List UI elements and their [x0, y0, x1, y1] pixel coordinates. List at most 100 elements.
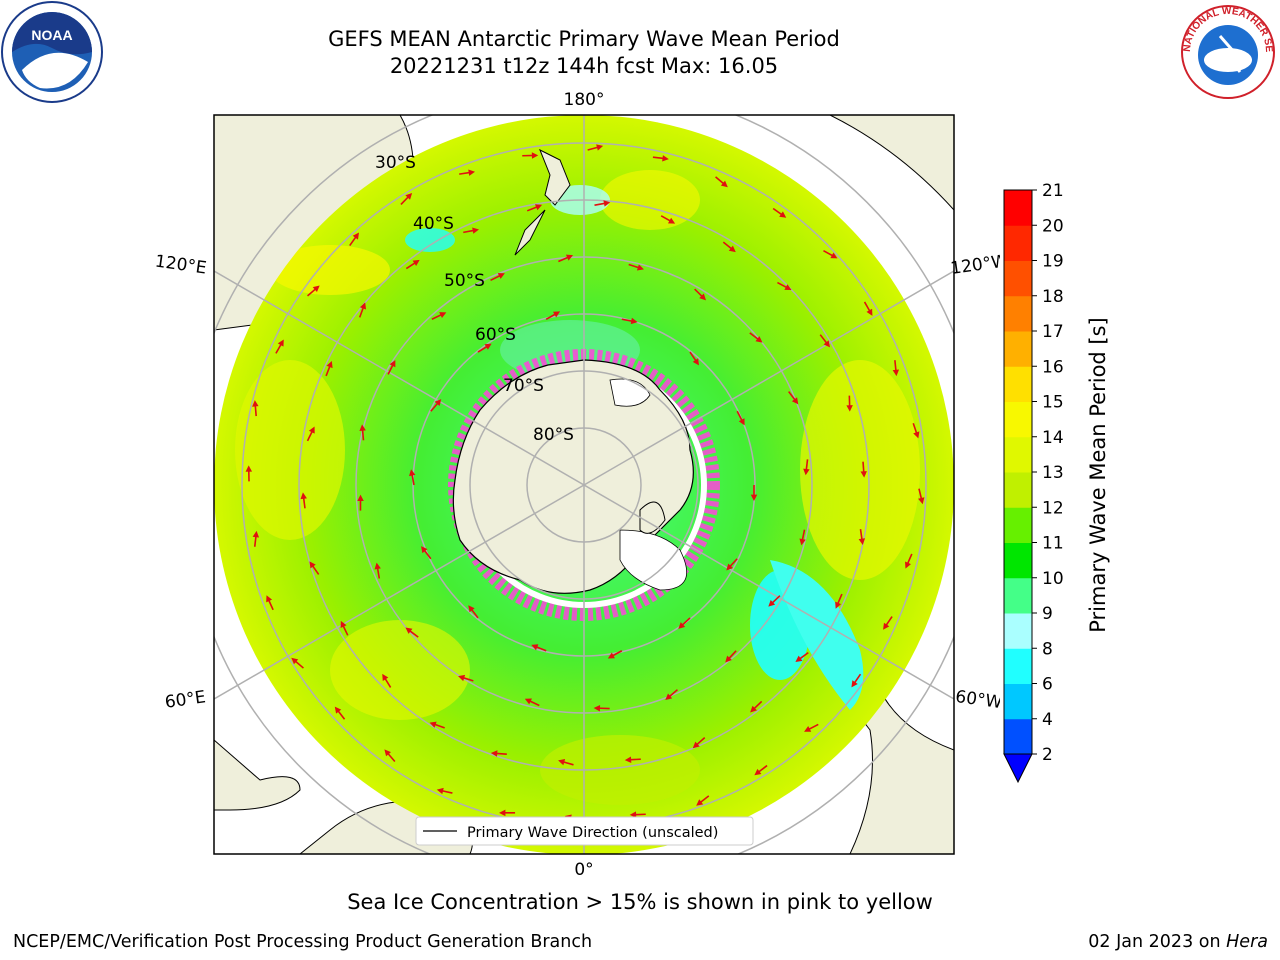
- wave-arrow: [306, 285, 320, 297]
- colorbar-segment: [1004, 436, 1032, 473]
- map-title: GEFS MEAN Antarctic Primary Wave Mean Pe…: [328, 27, 840, 51]
- legend-label: Primary Wave Direction (unscaled): [467, 825, 718, 841]
- wave-arrow: [804, 723, 819, 732]
- nws-logo: NATIONAL WEATHER SERVICE: [1176, 0, 1275, 99]
- wave-arrow: [382, 673, 392, 688]
- lat-label-60s: 60°S: [475, 325, 516, 345]
- wave-arrow: [275, 339, 284, 354]
- colorbar-tick-label: 4: [1042, 710, 1053, 730]
- lat-label-50s: 50°S: [444, 271, 485, 291]
- wave-arrow: [245, 465, 253, 482]
- wave-arrow: [754, 764, 768, 776]
- wave-arrow: [777, 281, 792, 291]
- wave-arrow: [459, 169, 476, 176]
- colorbar-tick-label: 2: [1042, 745, 1053, 765]
- wave-arrow: [736, 410, 745, 426]
- wave-arrow: [768, 595, 781, 607]
- wave-arrow: [524, 698, 540, 707]
- colorbar-segment: [1004, 542, 1032, 579]
- wave-arrow: [689, 351, 699, 366]
- wave-arrow: [799, 529, 806, 546]
- wave-arrow: [696, 795, 710, 806]
- colorbar-tick-label: 8: [1042, 639, 1053, 659]
- colorbar-tick-label: 9: [1042, 604, 1053, 624]
- wave-arrow: [905, 553, 913, 569]
- wave-arrow: [835, 593, 843, 609]
- wave-arrow: [400, 192, 413, 205]
- wave-arrow: [823, 250, 838, 259]
- colorbar-segment: [1004, 225, 1032, 261]
- wave-arrow: [291, 657, 304, 669]
- wave-arrow: [678, 617, 691, 629]
- colorbar-tick-label: 19: [1042, 252, 1064, 272]
- wave-arrow: [593, 704, 610, 712]
- colorbar-label-box: Primary Wave Mean Period [s]: [1078, 195, 1118, 755]
- lon-label-0: 0°: [574, 860, 593, 880]
- colorbar-extend-arrow: [1003, 753, 1033, 784]
- wave-arrow: [750, 485, 758, 501]
- sea-ice-note: Sea Ice Concentration > 15% is shown in …: [347, 890, 933, 914]
- wave-arrow: [477, 343, 492, 353]
- colorbar-segment: [1004, 613, 1032, 649]
- wave-arrow: [892, 360, 900, 377]
- wave-arrow: [665, 689, 678, 701]
- wave-arrow: [359, 424, 366, 441]
- wave-arrow: [629, 811, 646, 818]
- polar-map: Primary Wave Direction (unscaled) 180° 0…: [154, 90, 1000, 880]
- wave-arrow: [526, 204, 543, 212]
- colorbar-segment: [1004, 507, 1032, 543]
- wave-arrow: [340, 620, 349, 636]
- wave-arrow: [851, 673, 862, 688]
- wave-arrow: [558, 759, 574, 766]
- wave-arrow: [725, 650, 737, 663]
- wave-arrow: [357, 494, 364, 511]
- wave-arrow: [468, 605, 479, 619]
- wave-arrow: [436, 787, 453, 795]
- colorbar-segment: [1004, 260, 1032, 297]
- wave-arrow: [722, 241, 736, 253]
- wave-arrow: [405, 627, 419, 638]
- colorbar-tick-label: 15: [1042, 393, 1064, 413]
- wave-arrow: [334, 706, 346, 720]
- lon-label-120e: 120°E: [154, 252, 208, 279]
- wave-arrow: [624, 756, 641, 763]
- wave-arrow: [409, 469, 416, 486]
- wave-arrow: [430, 399, 442, 412]
- wave-arrow: [863, 301, 873, 316]
- wave-arrow: [374, 562, 381, 579]
- antarctic-peninsula: [639, 501, 666, 534]
- wave-arrow: [652, 155, 669, 162]
- noaa-logo: NOAA: [1, 1, 103, 103]
- colorbar-segment: [1004, 683, 1032, 720]
- wave-arrow: [715, 176, 728, 188]
- colorbar-segment: [1004, 648, 1032, 684]
- colorbar-tick-label: 6: [1042, 675, 1053, 695]
- wave-arrow: [621, 317, 638, 325]
- wave-arrow: [490, 273, 505, 282]
- wave-arrow: [499, 809, 516, 817]
- lat-labels: 30°S 40°S 50°S 60°S 70°S 80°S: [375, 153, 574, 445]
- colorbar-tick-label: 10: [1042, 569, 1064, 589]
- wave-arrow: [405, 259, 420, 270]
- wave-arrow: [306, 426, 315, 442]
- map-frame: [213, 114, 955, 855]
- wave-arrow: [463, 227, 480, 234]
- lat-label-80s: 80°S: [533, 425, 574, 445]
- wave-arrow: [858, 529, 866, 545]
- wave-arrow: [726, 558, 738, 571]
- weddell-ice: [619, 529, 688, 591]
- new-zealand: [514, 148, 571, 256]
- wave-arrow: [692, 737, 706, 749]
- wave-arrow: [587, 144, 604, 151]
- credit-host: Hera: [1226, 932, 1268, 952]
- wave-arrow: [358, 302, 367, 318]
- colorbar-label: Primary Wave Mean Period [s]: [1086, 317, 1110, 633]
- wave-arrow: [349, 232, 360, 247]
- colorbar-segment: [1004, 190, 1032, 226]
- wave-arrow: [558, 254, 574, 263]
- colorbar: 2 4 6 8 9 10 11 12 13 14 15 16 17 18 19 20 21: [1003, 181, 1064, 784]
- wave-arrow: [522, 152, 539, 159]
- lat-label-70s: 70°S: [503, 376, 544, 396]
- lon-label-180: 180°: [564, 90, 605, 110]
- colorbar-segment: [1004, 331, 1032, 367]
